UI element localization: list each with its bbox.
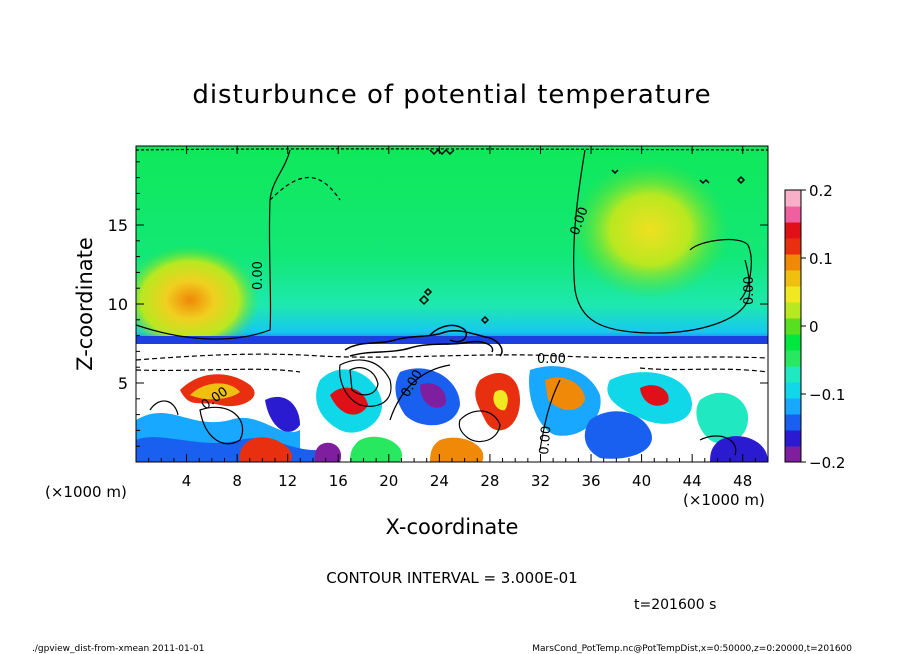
colorbar-swatch [785, 254, 801, 271]
x-tick-label: 12 [278, 472, 297, 490]
y-tick-label: 5 [118, 374, 128, 393]
colorbar-swatch [785, 318, 801, 335]
contour-label: 0.00 [537, 352, 566, 367]
colorbar-swatch [785, 446, 801, 463]
x-axis-label: X-coordinate [386, 515, 519, 539]
colorbar-ticks: 0.2 0.1 0 −0.1 −0.2 [801, 182, 845, 472]
colorbar-swatch [785, 366, 801, 383]
colorbar-tick-label: 0.2 [809, 182, 833, 200]
colorbar-swatch [785, 350, 801, 367]
contour-label: 0.00 [251, 261, 266, 290]
colorbar-tick-label: 0.1 [809, 250, 833, 268]
contour-interval-text: CONTOUR INTERVAL = 3.000E-01 [326, 569, 577, 587]
plot-area: 0.00 0.00 0.00 0.00 0.00 0.00 0.00 [136, 146, 768, 462]
y-axis-unit: (×1000 m) [45, 483, 127, 501]
contour-cluster [344, 148, 746, 357]
chart-title: disturbunce of potential temperature [192, 80, 711, 110]
colorbar-tick-label: −0.1 [809, 386, 845, 404]
colorbar-swatch [785, 382, 801, 399]
contour-label: 0.00 [742, 276, 757, 305]
colorbar-swatch [785, 302, 801, 319]
contour-lines [136, 148, 768, 456]
warm-region-right [570, 160, 730, 300]
colorbar-swatch [785, 238, 801, 255]
colorbar-swatch [785, 414, 801, 431]
x-tick-label: 24 [430, 472, 449, 490]
x-tick-label: 4 [182, 472, 192, 490]
colorbar-tick-label: −0.2 [809, 454, 845, 472]
y-axis-label: Z-coordinate [73, 237, 97, 371]
warm-region-left [136, 245, 260, 355]
colorbar-swatch [785, 398, 801, 415]
x-tick-label: 48 [733, 472, 752, 490]
colorbar-swatch [785, 190, 801, 207]
contour-label: 0.00 [537, 425, 554, 455]
y-tick-label: 10 [108, 295, 128, 314]
convective-structures [136, 366, 768, 462]
x-axis: 4 8 12 16 20 24 28 32 36 40 44 48 [148, 146, 756, 490]
x-tick-label: 8 [232, 472, 242, 490]
y-tick-label: 15 [108, 216, 128, 235]
x-tick-label: 36 [581, 472, 600, 490]
x-tick-label: 40 [632, 472, 651, 490]
x-axis-unit: (×1000 m) [683, 491, 765, 509]
colorbar-tick-label: 0 [809, 318, 819, 336]
time-text: t=201600 s [634, 597, 716, 613]
x-tick-label: 28 [480, 472, 499, 490]
x-tick-label: 32 [531, 472, 550, 490]
colorbar-swatch [785, 286, 801, 303]
inversion-band-white [136, 344, 768, 358]
colorbar-swatch [785, 206, 801, 223]
y-axis: 5 10 15 [108, 161, 768, 447]
x-tick-label: 44 [683, 472, 702, 490]
footer-right: MarsCond_PotTemp.nc@PotTempDist,x=0:5000… [532, 644, 852, 654]
colorbar [784, 189, 802, 463]
colorbar-swatch [785, 430, 801, 447]
colorbar-swatch [785, 222, 801, 239]
colorbar-swatch [785, 270, 801, 287]
footer-left: ./gpview_dist-from-xmean 2011-01-01 [32, 644, 204, 654]
x-tick-label: 16 [329, 472, 348, 490]
colorbar-swatch [785, 334, 801, 351]
x-tick-label: 20 [379, 472, 398, 490]
